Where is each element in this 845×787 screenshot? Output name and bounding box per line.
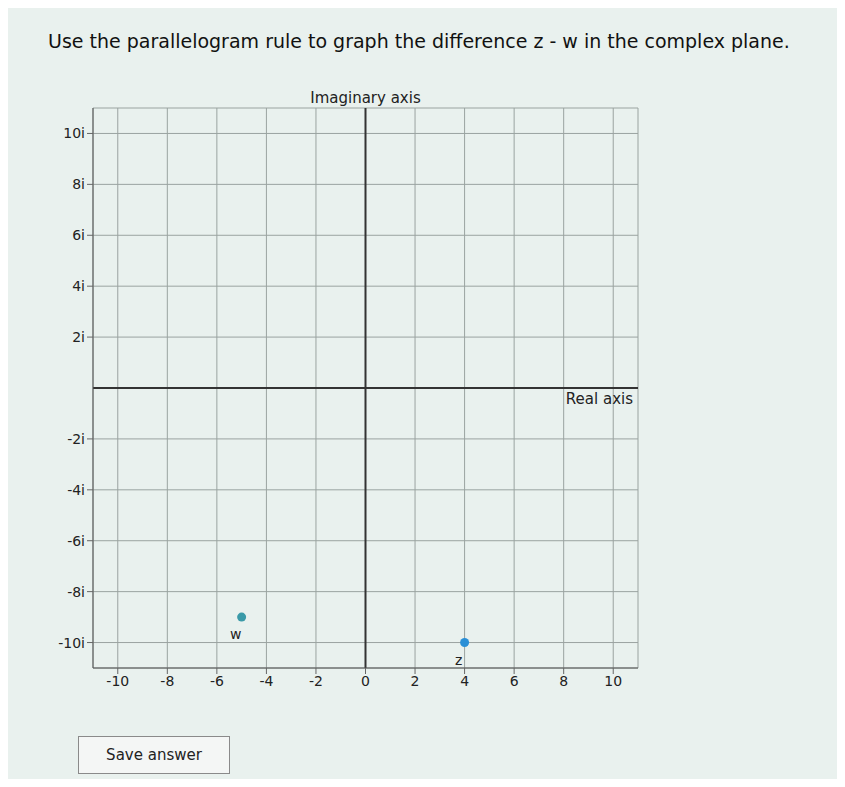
svg-text:-8: -8 — [160, 673, 174, 689]
svg-text:-2i: -2i — [67, 431, 85, 447]
svg-text:-10i: -10i — [58, 635, 85, 651]
svg-text:10: 10 — [604, 673, 622, 689]
svg-text:8: 8 — [559, 673, 568, 689]
svg-text:Real axis: Real axis — [566, 390, 633, 408]
svg-text:4: 4 — [460, 673, 469, 689]
svg-text:6: 6 — [510, 673, 519, 689]
html-text:Use the parallelogram rule to: Use the parallelogram rule to graph the … — [48, 30, 790, 52]
svg-text:6i: 6i — [72, 227, 85, 243]
svg-text:-4i: -4i — [67, 482, 85, 498]
svg-text:10i: 10i — [63, 125, 85, 141]
svg-text:4i: 4i — [72, 278, 85, 294]
svg-text:2i: 2i — [72, 329, 85, 345]
svg-text:2: 2 — [411, 673, 420, 689]
svg-text:-4: -4 — [259, 673, 273, 689]
html-text:Save answer: Save answer — [106, 746, 202, 764]
svg-text:Imaginary axis: Imaginary axis — [310, 89, 421, 107]
svg-text:8i: 8i — [72, 176, 85, 192]
svg-text:-6i: -6i — [67, 533, 85, 549]
svg-text:-10: -10 — [106, 673, 129, 689]
svg-text:z: z — [455, 652, 462, 668]
svg-text:-6: -6 — [210, 673, 224, 689]
svg-text:-8i: -8i — [67, 584, 85, 600]
svg-text:-2: -2 — [309, 673, 323, 689]
svg-text:w: w — [230, 626, 241, 642]
svg-text:0: 0 — [361, 673, 370, 689]
